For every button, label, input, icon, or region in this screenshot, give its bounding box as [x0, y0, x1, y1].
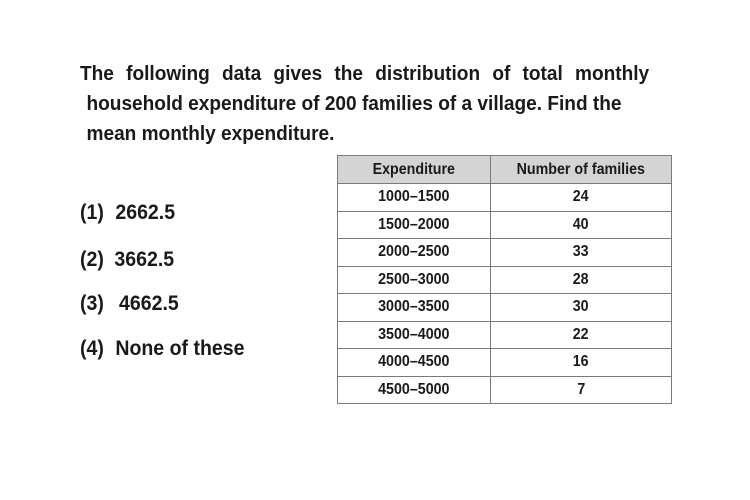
header-number-of-families: Number of families	[490, 155, 672, 184]
table-row: 3500–4000 22	[337, 320, 672, 349]
option-3-number: (3)	[80, 292, 104, 315]
table-row: 2000–2500 33	[337, 238, 672, 267]
expenditure-cell: 2500–3000	[337, 265, 491, 294]
expenditure-cell: 1500–2000	[337, 210, 491, 239]
option-3[interactable]: (3) 4662.5	[80, 292, 179, 316]
option-1[interactable]: (1) 2662.5	[80, 201, 175, 225]
families-cell: 22	[490, 320, 672, 349]
expenditure-table-container: Expenditure Number of families 1000–1500…	[337, 155, 672, 404]
families-cell: 16	[490, 348, 672, 377]
header-expenditure: Expenditure	[337, 155, 491, 184]
option-2[interactable]: (2) 3662.5	[80, 248, 174, 272]
option-2-text: 3662.5	[114, 248, 175, 271]
option-3-text: 4662.5	[119, 292, 179, 315]
option-4-number: (4)	[80, 337, 104, 360]
option-1-number: (1)	[80, 201, 104, 224]
question-text: The following data gives the distributio…	[80, 59, 649, 149]
families-cell: 7	[490, 375, 672, 404]
option-2-number: (2)	[80, 248, 104, 271]
expenditure-cell: 4000–4500	[337, 348, 491, 377]
expenditure-cell: 4500–5000	[337, 375, 491, 404]
table-header-row: Expenditure Number of families	[337, 155, 672, 184]
table-row: 1000–1500 24	[337, 183, 672, 212]
expenditure-cell: 2000–2500	[337, 238, 491, 267]
families-cell: 30	[490, 293, 672, 322]
option-4-text: None of these	[115, 337, 245, 360]
question-line-2: household expenditure of 200 families of…	[86, 92, 622, 115]
option-4[interactable]: (4) None of these	[80, 337, 244, 361]
question-line-1: The following data gives the distributio…	[80, 62, 650, 85]
table-row: 4500–5000 7	[337, 375, 672, 404]
expenditure-cell: 3000–3500	[337, 293, 491, 322]
option-1-text: 2662.5	[115, 201, 176, 224]
table-row: 3000–3500 30	[337, 293, 672, 322]
families-cell: 28	[490, 265, 672, 294]
expenditure-cell: 1000–1500	[337, 183, 491, 212]
table-row: 2500–3000 28	[337, 265, 672, 294]
families-cell: 33	[490, 238, 672, 267]
expenditure-cell: 3500–4000	[337, 320, 491, 349]
expenditure-table: Expenditure Number of families 1000–1500…	[337, 155, 672, 404]
question-line-3: mean monthly expenditure.	[86, 122, 335, 145]
table-row: 1500–2000 40	[337, 210, 672, 239]
families-cell: 40	[490, 210, 672, 239]
families-cell: 24	[490, 183, 672, 212]
table-row: 4000–4500 16	[337, 348, 672, 377]
